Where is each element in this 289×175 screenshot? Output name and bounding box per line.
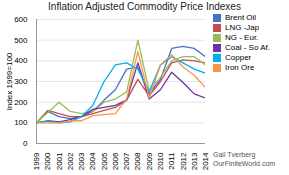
svg-text:2013: 2013 (190, 152, 199, 170)
svg-text:100: 100 (14, 118, 28, 127)
svg-text:2000: 2000 (43, 152, 52, 170)
html-text:Brent Oil: Brent Oil (225, 13, 257, 22)
svg-text:400: 400 (14, 56, 28, 65)
svg-text:Index 1999=100: Index 1999=100 (5, 52, 14, 110)
html-text:Gail Tverberg: Gail Tverberg (213, 151, 256, 158)
svg-text:1999: 1999 (32, 152, 41, 170)
svg-text:2001: 2001 (55, 152, 64, 170)
svg-text:2007: 2007 (122, 152, 131, 170)
html-text:Inflation Adjusted Commodity P: Inflation Adjusted Commodity Price Index… (48, 1, 241, 12)
svg-text:2006: 2006 (111, 152, 120, 170)
html-text:Copper: Copper (225, 53, 252, 62)
svg-text:2002: 2002 (66, 152, 75, 170)
svg-text:600: 600 (14, 15, 28, 24)
svg-text:2014: 2014 (201, 152, 210, 170)
svg-text:300: 300 (14, 77, 28, 86)
svg-text:2005: 2005 (100, 152, 109, 170)
html-text:OurFiniteWorld.com: OurFiniteWorld.com (213, 160, 276, 167)
svg-text:2008: 2008 (133, 152, 142, 170)
svg-text:500: 500 (14, 36, 28, 45)
svg-text:2004: 2004 (88, 152, 97, 170)
svg-text:2012: 2012 (179, 152, 188, 170)
html-text:NG - Eur.: NG - Eur. (225, 33, 259, 42)
html-text:Coal - So Af.: Coal - So Af. (225, 43, 270, 52)
html-text:LNG -Jap: LNG -Jap (225, 23, 260, 32)
svg-text:2010: 2010 (156, 152, 165, 170)
svg-text:2003: 2003 (77, 152, 86, 170)
svg-text:0: 0 (23, 139, 28, 148)
svg-text:2011: 2011 (167, 152, 176, 170)
svg-text:2009: 2009 (145, 152, 154, 170)
html-text:Iron Ore: Iron Ore (225, 63, 255, 72)
svg-text:200: 200 (14, 98, 28, 107)
